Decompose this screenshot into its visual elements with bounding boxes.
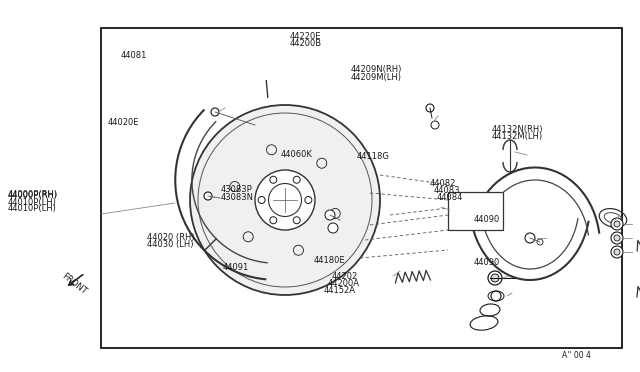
Text: 43083P: 43083P (221, 185, 253, 194)
Circle shape (611, 232, 623, 244)
Text: 44000P(RH): 44000P(RH) (8, 191, 58, 200)
Text: 44118G: 44118G (357, 152, 390, 161)
Text: 44152A: 44152A (324, 286, 356, 295)
Circle shape (270, 217, 277, 224)
Bar (448, 192, 503, 230)
Circle shape (431, 121, 439, 129)
Circle shape (230, 182, 240, 192)
Circle shape (614, 221, 620, 227)
Text: 44020E: 44020E (108, 118, 139, 127)
Circle shape (266, 145, 276, 155)
Text: A'' 00 4: A'' 00 4 (562, 350, 591, 359)
Circle shape (537, 239, 543, 245)
Circle shape (426, 104, 434, 112)
Circle shape (614, 249, 620, 255)
Circle shape (611, 218, 623, 230)
Circle shape (328, 223, 338, 233)
Circle shape (204, 192, 212, 200)
Circle shape (293, 176, 300, 183)
Circle shape (330, 208, 340, 218)
Text: 44010P(LH): 44010P(LH) (8, 203, 57, 212)
Text: 44209M(LH): 44209M(LH) (351, 73, 402, 82)
Text: 44220E: 44220E (289, 32, 321, 41)
Circle shape (488, 271, 502, 285)
Circle shape (491, 291, 501, 301)
Circle shape (243, 232, 253, 242)
Circle shape (190, 105, 380, 295)
Circle shape (211, 108, 219, 116)
Text: 44030 (LH): 44030 (LH) (147, 240, 194, 249)
Text: 44020 (RH): 44020 (RH) (147, 233, 195, 242)
Circle shape (305, 196, 312, 203)
Circle shape (293, 217, 300, 224)
Text: 44082: 44082 (430, 179, 456, 187)
Circle shape (294, 245, 303, 255)
Circle shape (258, 196, 265, 203)
Circle shape (325, 210, 335, 220)
Circle shape (525, 233, 535, 243)
Text: 44000P(RH): 44000P(RH) (8, 190, 58, 199)
Text: 44180E: 44180E (314, 256, 345, 265)
Text: 43083N: 43083N (221, 193, 254, 202)
Text: 44209N(RH): 44209N(RH) (351, 65, 402, 74)
Text: 44132N(RH): 44132N(RH) (492, 125, 543, 134)
Bar (101, 28, 622, 348)
Circle shape (317, 158, 327, 168)
Circle shape (270, 176, 277, 183)
Text: 44060K: 44060K (280, 150, 312, 159)
Text: 44090: 44090 (474, 258, 500, 267)
Text: FRONT: FRONT (60, 271, 88, 296)
Text: 44081: 44081 (120, 51, 147, 60)
Text: 44084: 44084 (436, 193, 463, 202)
Circle shape (255, 170, 315, 230)
Text: 44083: 44083 (433, 186, 460, 195)
Text: 44200B: 44200B (289, 39, 321, 48)
Circle shape (614, 235, 620, 241)
Circle shape (491, 274, 499, 282)
Text: 44091: 44091 (223, 263, 249, 272)
Text: 44090: 44090 (474, 215, 500, 224)
Text: 44010P(LH): 44010P(LH) (8, 198, 56, 207)
Text: 44132M(LH): 44132M(LH) (492, 132, 543, 141)
Text: 44202: 44202 (332, 272, 358, 280)
Circle shape (269, 183, 301, 217)
Text: 44200A: 44200A (328, 279, 360, 288)
Circle shape (611, 246, 623, 258)
